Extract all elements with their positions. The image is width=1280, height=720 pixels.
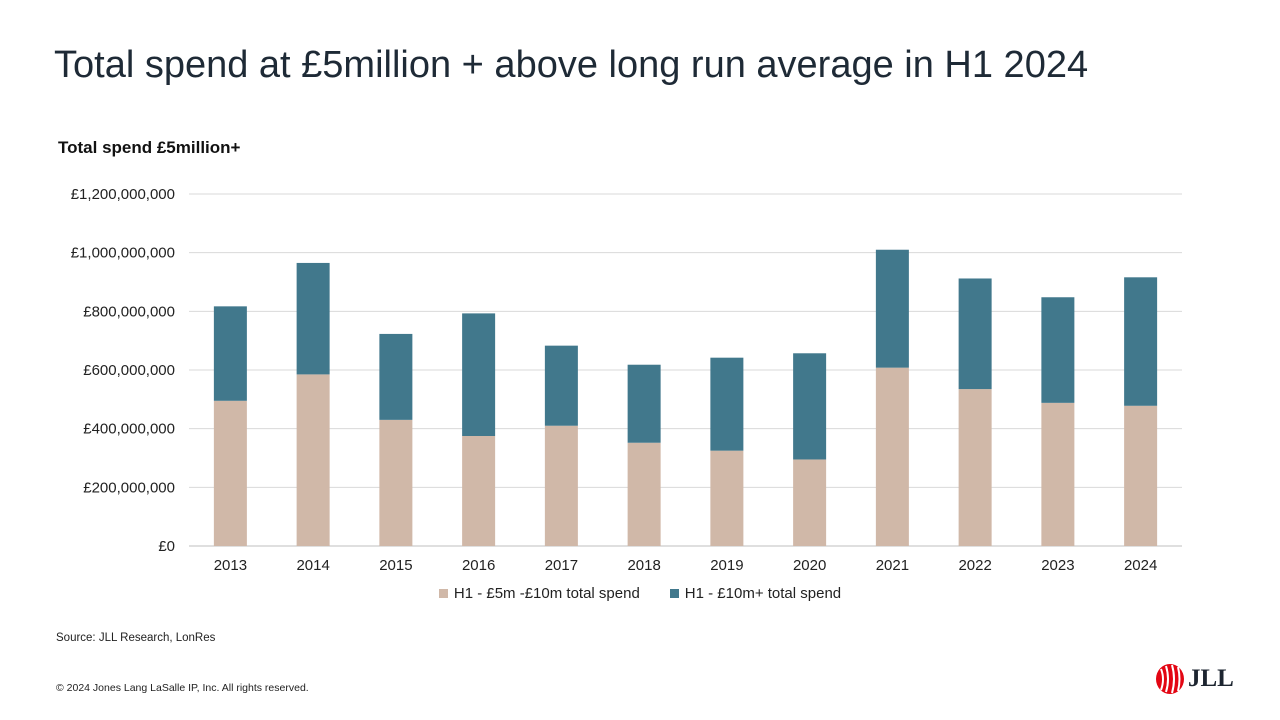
legend-item-series-2: H1 - £10m+ total spend (669, 585, 842, 602)
y-tick-label: £200,000,000 (83, 479, 175, 496)
bar-series-2-2019 (710, 357, 744, 451)
jll-logo: JLL (1155, 663, 1234, 695)
x-tick-label: 2024 (1124, 557, 1157, 574)
bar-series-1-2014 (296, 374, 330, 546)
bar-series-2-2023 (1041, 297, 1075, 403)
bar-series-2-2015 (379, 333, 413, 420)
y-tick-label: £800,000,000 (83, 303, 175, 320)
legend-label-series-1: H1 - £5m -£10m total spend (453, 585, 640, 602)
jll-flame-icon (1156, 664, 1184, 694)
x-tick-label: 2017 (545, 557, 578, 574)
bar-series-2-2021 (875, 249, 909, 368)
bar-series-2-2018 (627, 364, 661, 443)
bar-series-2-2016 (462, 313, 496, 436)
bar-series-2-2014 (296, 262, 330, 375)
bar-series-1-2017 (544, 425, 578, 546)
bar-series-1-2020 (793, 459, 827, 546)
source-note: Source: JLL Research, LonRes (56, 632, 216, 644)
legend-item-series-1: H1 - £5m -£10m total spend (438, 585, 640, 602)
slide-title: Total spend at £5million + above long ru… (54, 44, 1089, 86)
x-tick-label: 2016 (462, 557, 495, 574)
bar-series-2-2017 (544, 345, 578, 426)
bar-series-1-2023 (1041, 402, 1075, 546)
chart-title: Total spend £5million+ (58, 138, 241, 157)
logo-text: JLL (1188, 665, 1234, 692)
bar-series-2-2020 (793, 353, 827, 460)
bar-series-1-2015 (379, 419, 413, 546)
stacked-bar-chart: £0 £200,000,000 £400,000,000 £600,000,000 £8… (71, 186, 1182, 574)
bar-series-1-2024 (1124, 405, 1158, 546)
x-tick-label: 2018 (627, 557, 660, 574)
x-tick-label: 2020 (793, 557, 826, 574)
y-tick-label: £1,000,000,000 (71, 245, 175, 262)
y-tick-label: £400,000,000 (83, 421, 175, 438)
bar-series-2-2013 (213, 306, 247, 401)
x-tick-label: 2014 (296, 557, 329, 574)
bar-series-1-2019 (710, 450, 744, 546)
bar-series-1-2016 (462, 436, 496, 546)
y-tick-label: £1,200,000,000 (71, 186, 175, 203)
y-tick-label: £0 (158, 538, 175, 555)
bar-series-2-2022 (958, 278, 992, 390)
legend-swatch-series-1 (438, 589, 448, 598)
x-tick-label: 2013 (214, 557, 247, 574)
legend-swatch-series-2 (669, 589, 679, 598)
bar-series-1-2018 (627, 442, 661, 546)
chart-legend: H1 - £5m -£10m total spend H1 - £10m+ to… (0, 585, 1280, 602)
x-tick-label: 2019 (710, 557, 743, 574)
bar-series-1-2022 (958, 389, 992, 546)
x-tick-label: 2015 (379, 557, 412, 574)
x-tick-label: 2023 (1041, 557, 1074, 574)
copyright-note: © 2024 Jones Lang LaSalle IP, Inc. All r… (56, 682, 309, 694)
legend-label-series-2: H1 - £10m+ total spend (684, 585, 842, 602)
y-tick-label: £600,000,000 (83, 362, 175, 379)
bar-series-1-2021 (875, 367, 909, 546)
bar-series-1-2013 (213, 400, 247, 546)
x-tick-label: 2022 (958, 557, 991, 574)
bar-series-2-2024 (1124, 277, 1158, 406)
x-tick-label: 2021 (876, 557, 909, 574)
